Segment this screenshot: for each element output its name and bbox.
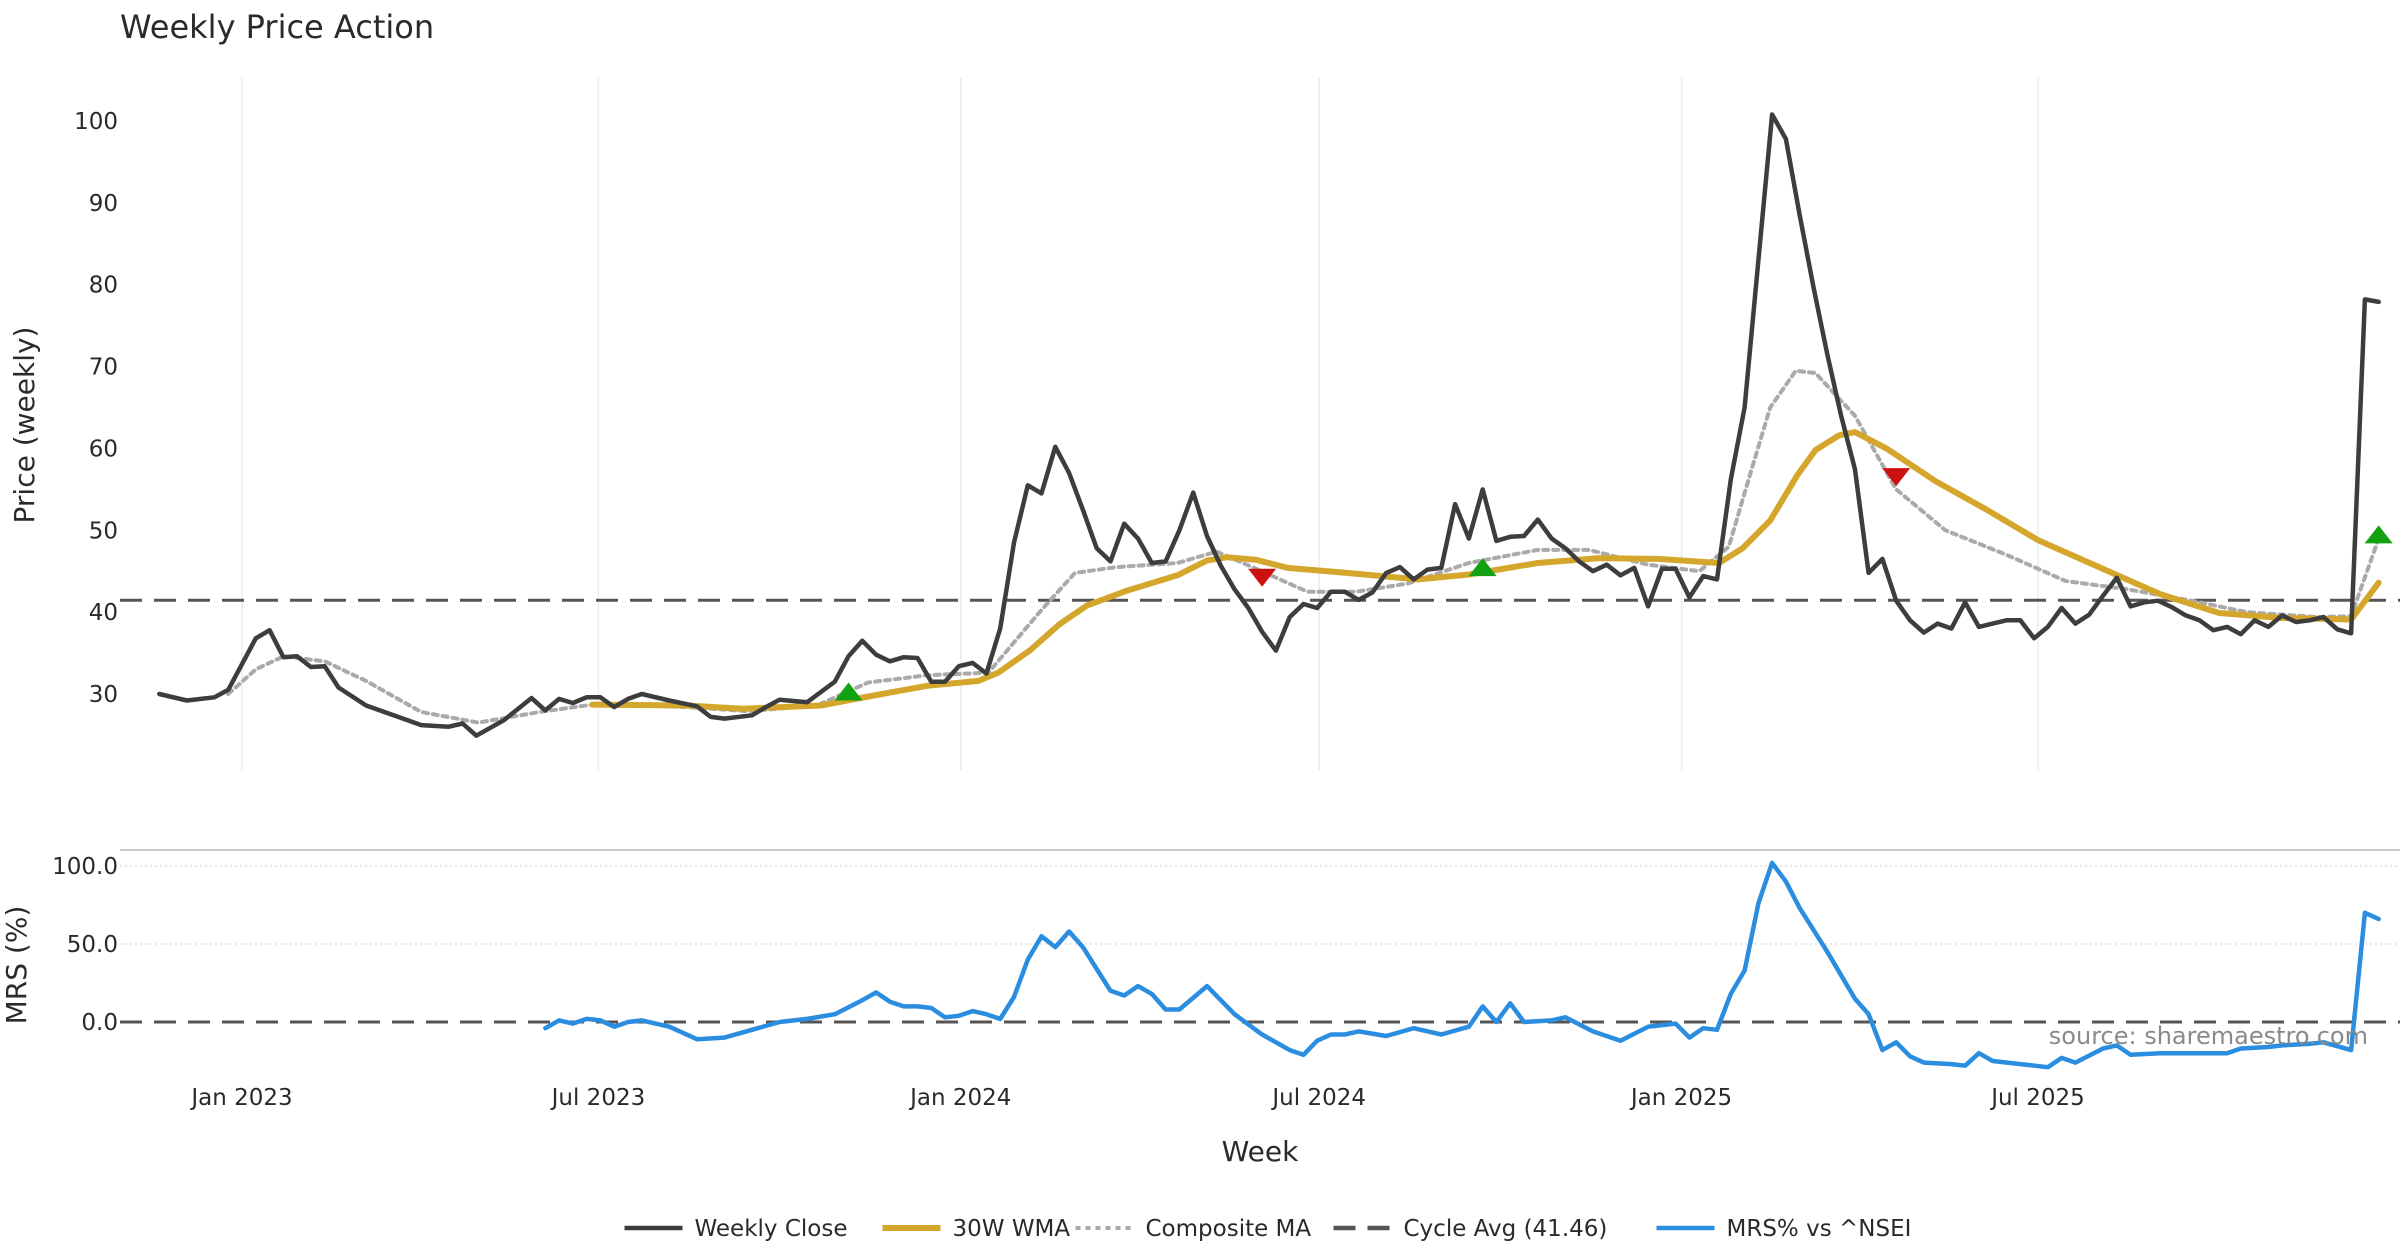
composite-ma-line (226, 368, 2381, 725)
legend-label: Composite MA (1146, 1216, 1312, 1242)
legend-label: Cycle Avg (41.46) (1404, 1216, 1608, 1242)
x-axis-label: Week (1222, 1135, 1299, 1168)
mrs-y-tick-label: 100.0 (52, 854, 118, 880)
legend-label: MRS% vs ^NSEI (1727, 1216, 1912, 1242)
sell-signal-marker (1248, 568, 1277, 587)
price-y-axis-label: Price (weekly) (8, 327, 41, 524)
price-y-tick-label: 90 (89, 191, 118, 217)
x-tick-label: Jan 2023 (189, 1085, 292, 1111)
x-tick-label: Jan 2024 (908, 1085, 1011, 1111)
x-tick-label: Jul 2023 (550, 1085, 646, 1111)
x-axis-ticks: Jan 2023 Jul 2023 Jan 2024 Jul 2024 Jan 2025… (189, 1085, 2084, 1111)
mrs-series-group (543, 860, 2381, 1070)
wma-30w-line (589, 429, 2382, 712)
mrs-y-tick-label: 0.0 (81, 1010, 118, 1036)
price-y-tick-label: 80 (89, 273, 118, 299)
price-y-tick-label: 50 (89, 518, 118, 544)
buy-signal-marker (834, 682, 863, 701)
x-tick-label: Jul 2024 (1270, 1085, 1366, 1111)
mrs-line (543, 860, 2381, 1070)
x-tick-label: Jul 2025 (1989, 1085, 2085, 1111)
mrs-y-ticks: 100.0 50.0 0.0 (52, 854, 118, 1036)
price-y-tick-label: 60 (89, 436, 118, 462)
buy-signal-marker (1468, 558, 1497, 577)
chart-title: Weekly Price Action (120, 8, 434, 46)
legend: Weekly Close 30W WMA Composite MA Cycle Avg… (624, 1216, 1912, 1242)
price-grid (241, 78, 2039, 770)
price-series-group (157, 112, 2382, 738)
sell-signal-marker (1882, 468, 1911, 487)
mrs-y-tick-label: 50.0 (67, 932, 118, 958)
legend-label: 30W WMA (953, 1216, 1071, 1242)
legend-label: Weekly Close (695, 1216, 848, 1242)
mrs-grid (120, 865, 2400, 945)
x-tick-label: Jan 2025 (1629, 1085, 1732, 1111)
signal-markers (834, 468, 2393, 701)
source-note: source: sharemaestro.com (2049, 1022, 2368, 1050)
mrs-panel: 100.0 50.0 0.0 (52, 854, 2400, 1070)
price-y-tick-label: 40 (89, 600, 118, 626)
price-y-tick-label: 100 (74, 109, 118, 135)
buy-signal-marker (2364, 525, 2393, 544)
price-y-ticks: 30 40 50 60 70 80 90 100 (74, 109, 118, 708)
mrs-y-axis-label: MRS (%) (0, 906, 33, 1025)
price-y-tick-label: 70 (89, 355, 118, 381)
price-panel: 30 40 50 60 70 80 90 100 (74, 78, 2400, 770)
weekly-close-line (157, 112, 2381, 738)
price-y-tick-label: 30 (89, 682, 118, 708)
